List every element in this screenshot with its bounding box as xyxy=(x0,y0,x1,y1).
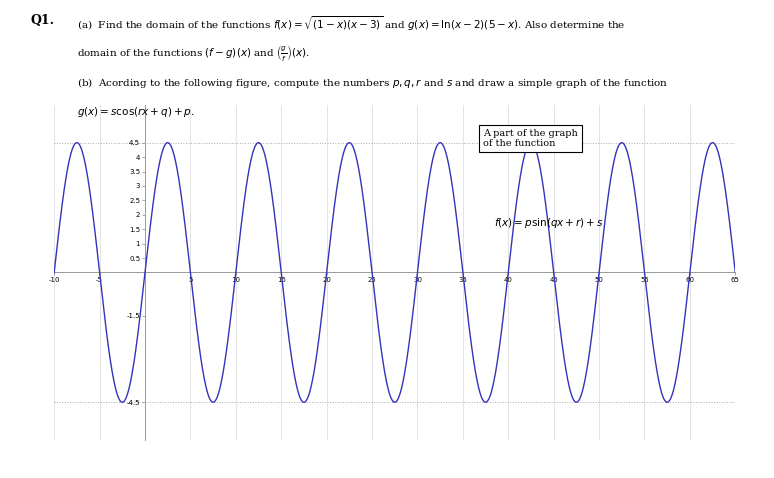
Text: domain of the functions $(f-g)(x)$ and $\left(\frac{g}{f}\right)(x)$.: domain of the functions $(f-g)(x)$ and $… xyxy=(77,43,310,63)
Text: $g(x) = s\cos(rx + q) + p$.: $g(x) = s\cos(rx + q) + p$. xyxy=(77,105,195,119)
Text: (b)  Acording to the following figure, compute the numbers $p, q, r$ and $s$ and: (b) Acording to the following figure, co… xyxy=(77,76,669,90)
Text: $f(x) = p\sin(qx + r) + s$: $f(x) = p\sin(qx + r) + s$ xyxy=(494,216,603,229)
Text: Q1.: Q1. xyxy=(31,14,55,27)
Text: A part of the graph
of the function: A part of the graph of the function xyxy=(483,129,578,148)
Text: (a)  Find the domain of the functions $f(x) = \sqrt{(1-x)(x-3)}$ and $g(x) = \ln: (a) Find the domain of the functions $f(… xyxy=(77,14,626,33)
